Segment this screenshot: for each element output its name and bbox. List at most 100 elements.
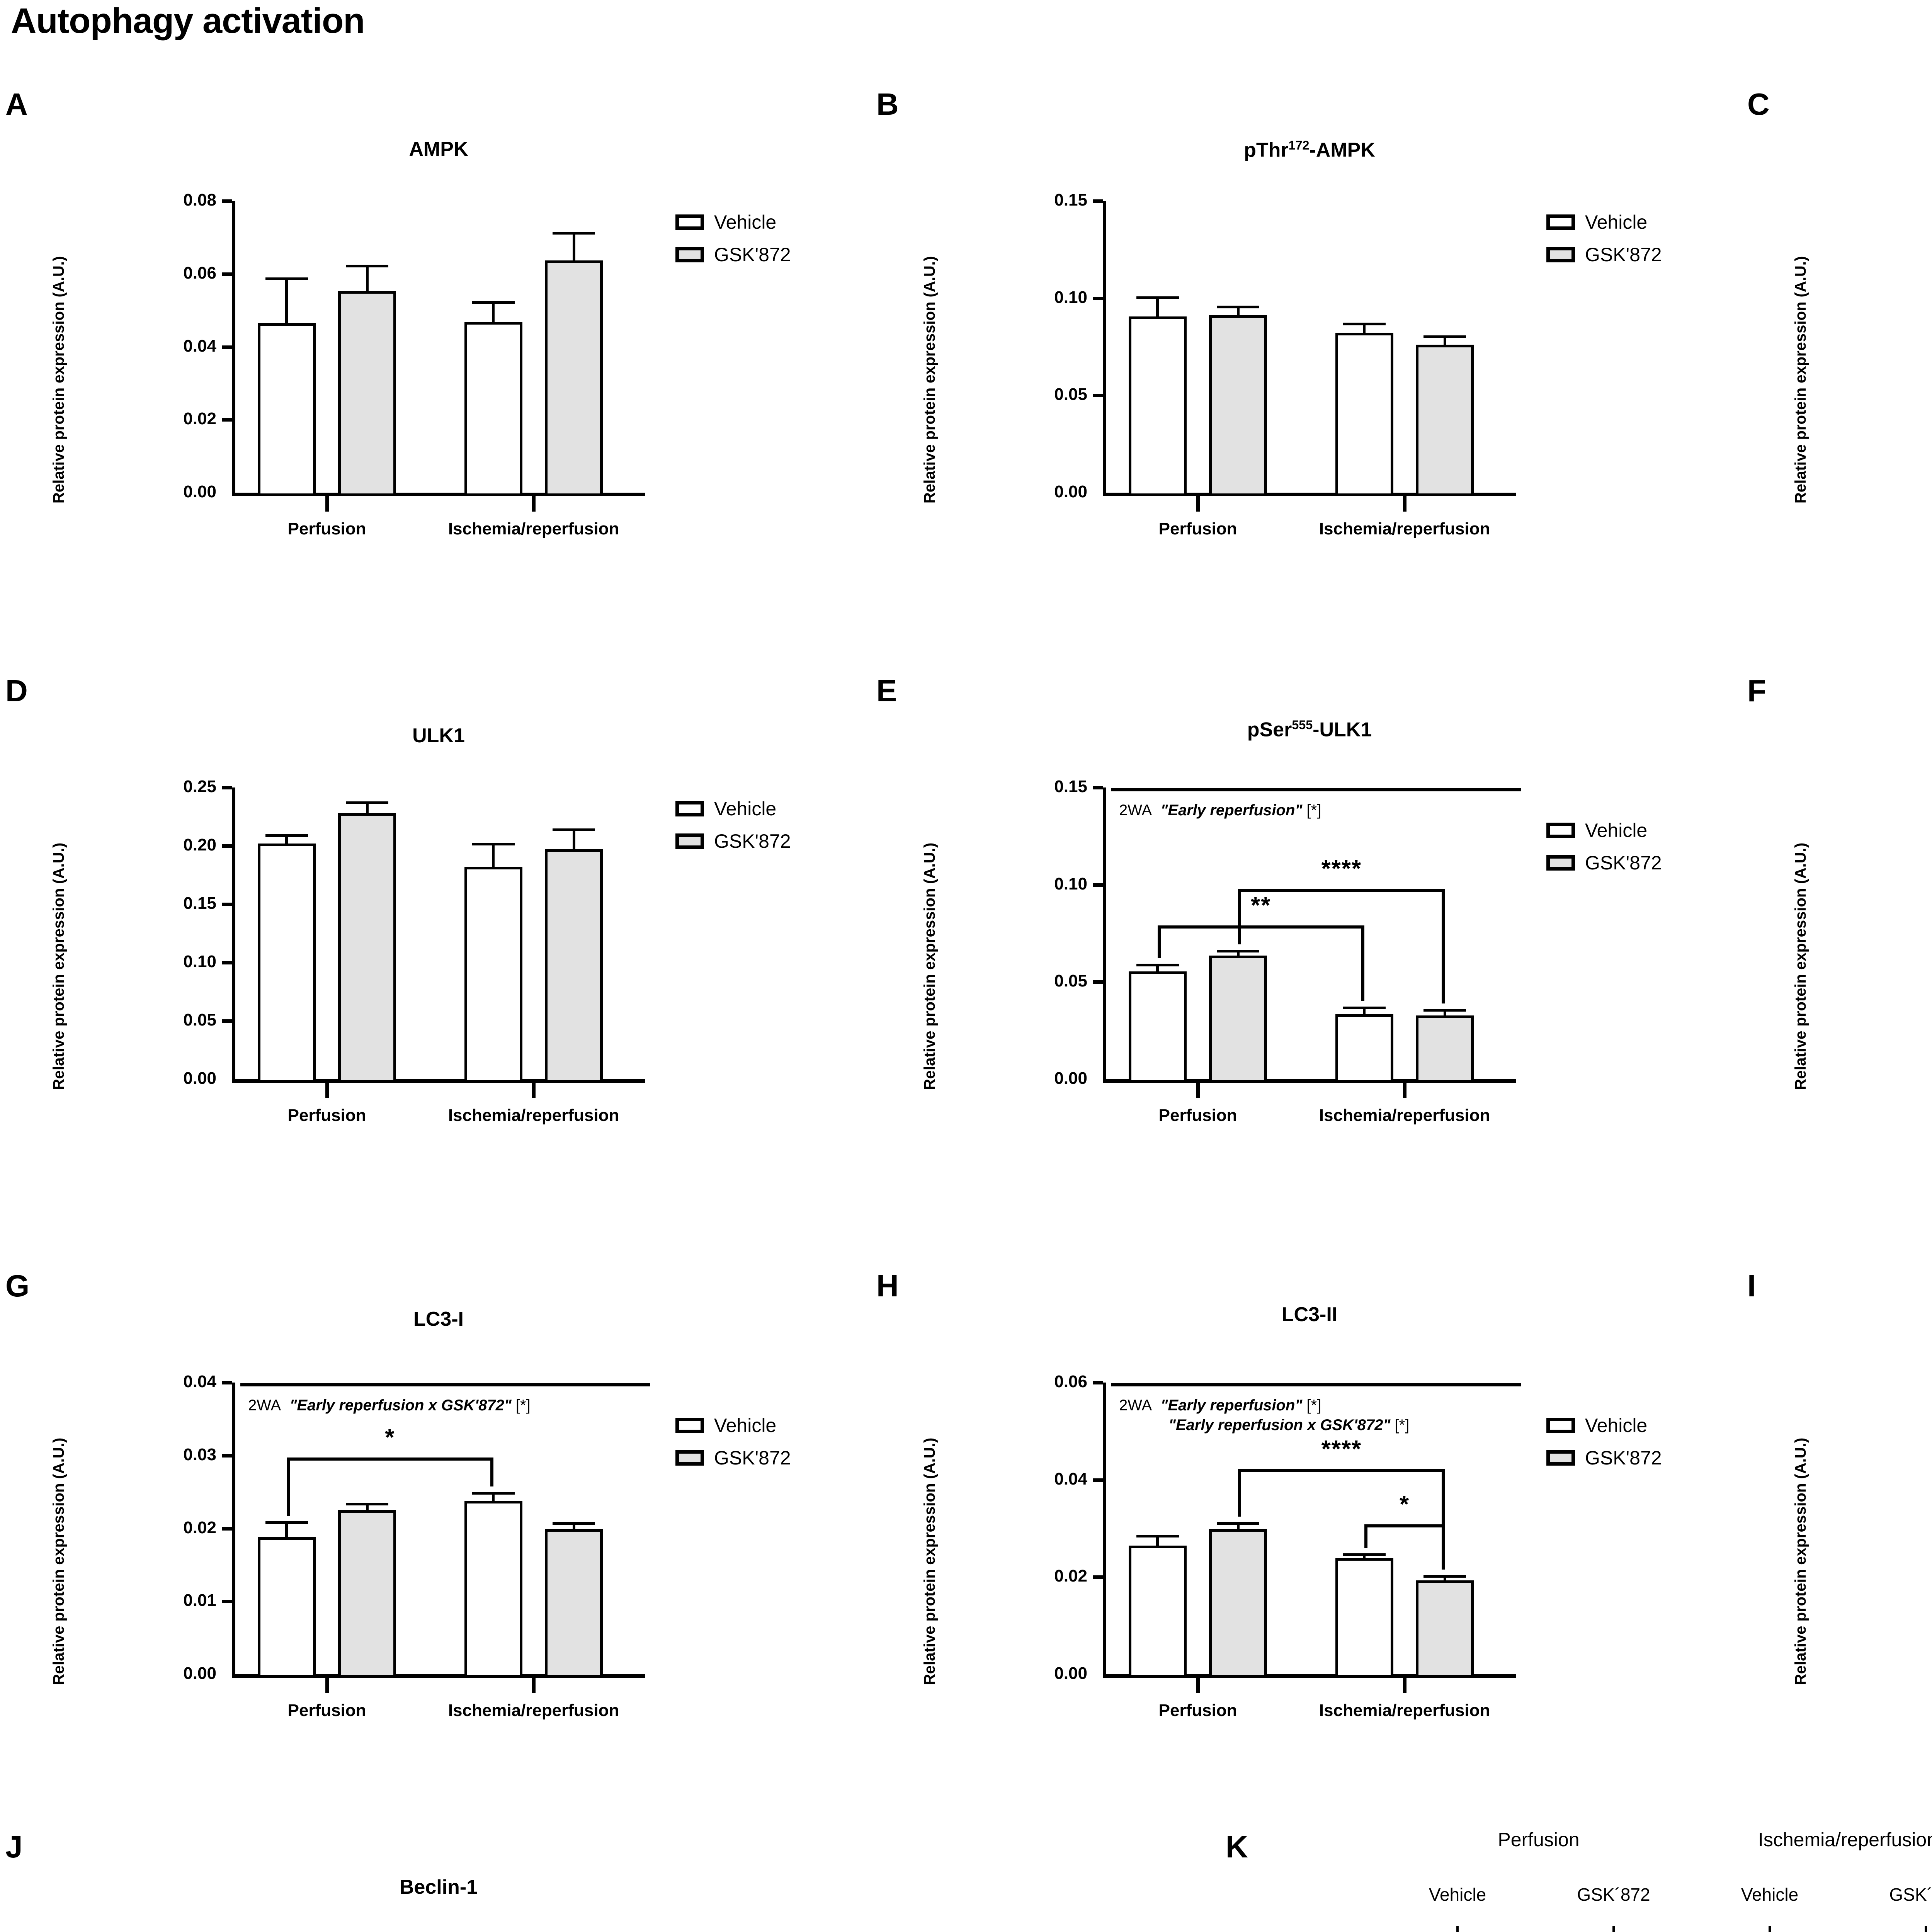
legend-label-gsk872: GSK'872 — [714, 830, 791, 852]
y-axis-line — [1103, 787, 1106, 1079]
blot-bracket-tick-center-0 — [1456, 1926, 1459, 1932]
error-bar-cap — [265, 834, 308, 837]
legend: Vehicle GSK'872 — [1546, 821, 1662, 886]
error-bar — [1423, 335, 1466, 345]
error-bar-cap — [1423, 1575, 1466, 1578]
legend: Vehicle GSK'872 — [1546, 1416, 1662, 1481]
error-bar-stem — [366, 265, 369, 291]
error-bar-cap — [265, 1521, 308, 1524]
x-tick-label: Ischemia/reperfusion — [1319, 519, 1490, 538]
legend-swatch-gsk872 — [675, 833, 704, 849]
significance-bracket-left — [1238, 1469, 1242, 1517]
stats-term: "Early reperfusion x GSK'872" — [1168, 1417, 1395, 1434]
error-bar — [346, 265, 389, 291]
legend-label-gsk872: GSK'872 — [1585, 1447, 1662, 1469]
panel-title-b: pThr172-AMPK — [1244, 138, 1375, 162]
y-axis-label: Relative protein expression (A.U.) — [50, 256, 67, 503]
error-bar-stem — [285, 277, 288, 323]
legend-item-vehicle: Vehicle — [675, 1416, 791, 1435]
significance-bracket-top — [286, 1458, 493, 1461]
panel-letter-g: G — [5, 1269, 30, 1303]
bar-vehicle-perfusion — [257, 843, 316, 1083]
panel-title-j: Beclin-1 — [399, 1876, 478, 1898]
legend-swatch-vehicle — [675, 801, 704, 816]
y-tick-label: 1 — [1811, 1568, 1932, 1585]
panel-letter-d: D — [5, 673, 28, 708]
legend: Vehicle GSK'872 — [675, 213, 791, 277]
x-tick-label: Perfusion — [287, 519, 366, 538]
panel-letter-c: C — [1747, 87, 1770, 121]
error-bar-cap — [1136, 1534, 1179, 1537]
legend-label-vehicle: Vehicle — [714, 211, 777, 233]
y-tick-label: 4 — [1811, 192, 1932, 209]
error-bar — [1343, 322, 1386, 333]
blot-group-label-ischemia: Ischemia/reperfusion — [1758, 1829, 1932, 1850]
error-bar-cap — [1136, 296, 1179, 299]
x-tick — [1403, 1678, 1407, 1693]
significance-bracket-right — [1442, 1524, 1445, 1570]
y-tick — [222, 1454, 232, 1458]
title-superscript: 555 — [1292, 718, 1313, 732]
x-tick-label: Perfusion — [1906, 520, 1932, 537]
x-tick — [532, 496, 536, 512]
error-bar — [1423, 1009, 1466, 1015]
x-tick-label: Perfusion — [1158, 1701, 1237, 1720]
y-tick — [222, 199, 232, 203]
error-bar — [1217, 950, 1260, 956]
error-bar-cap — [265, 277, 308, 281]
y-tick — [1093, 296, 1103, 300]
legend-item-gsk872: GSK'872 — [675, 245, 791, 264]
y-tick — [222, 1527, 232, 1531]
panel-letter-h: H — [876, 1269, 899, 1303]
panel-letter-b: B — [876, 87, 899, 121]
x-axis-line — [1103, 1079, 1516, 1083]
bar-gsk872-perfusion — [1209, 1529, 1267, 1678]
stats-test-label: 2WA — [1119, 1397, 1152, 1414]
y-tick-label: 0.06 — [183, 263, 216, 282]
error-bar — [553, 828, 595, 850]
error-bar-cap — [346, 1503, 389, 1506]
legend-label-vehicle: Vehicle — [1585, 211, 1648, 233]
y-tick-label: 0 — [1811, 483, 1932, 500]
bar-vehicle-ischemia — [1335, 1558, 1393, 1678]
y-tick — [222, 903, 232, 906]
y-tick-label: 0.03 — [183, 1445, 216, 1464]
y-tick-label: 0.05 — [183, 1010, 216, 1029]
stats-test-label: 2WA — [248, 1397, 281, 1414]
x-tick — [1403, 496, 1407, 512]
y-tick-label: 0.00 — [1054, 1664, 1087, 1683]
blot-sublabel-0: Vehicle — [1429, 1884, 1486, 1905]
significance-bracket-left — [1157, 925, 1161, 958]
error-bar-cap — [346, 801, 389, 804]
y-tick-label: 0.04 — [183, 1372, 216, 1391]
y-tick-label: 0.15 — [183, 894, 216, 913]
y-axis-label: Relative protein expression (A.U.) — [921, 842, 938, 1090]
legend-label-gsk872: GSK'872 — [1585, 244, 1662, 265]
panel-f: FpSer555-ULK1/ULK1 ratioRelative protein… — [1742, 675, 1932, 1240]
y-tick — [222, 272, 232, 276]
blot-container: Perfusion Ischemia/reperfusion Vehicle GSK´… — [1217, 1816, 1932, 1932]
x-tick-label: Ischemia/reperfusion — [448, 519, 619, 538]
bar-vehicle-perfusion — [257, 1537, 316, 1678]
error-bar-cap — [1217, 950, 1260, 953]
y-tick-label: 0 — [1811, 1665, 1932, 1682]
error-bar — [472, 842, 515, 867]
legend-item-gsk872: GSK'872 — [675, 1448, 791, 1468]
significance-bracket-left — [1364, 1524, 1367, 1548]
panel-title-g: LC3-I — [413, 1308, 464, 1330]
error-bar-cap — [472, 301, 515, 304]
y-tick-label: 0.00 — [1054, 482, 1087, 501]
error-bar-stem — [366, 801, 369, 813]
error-bar-cap — [553, 232, 595, 235]
y-axis-label: Relative protein expression (A.U.) — [921, 256, 938, 503]
panel-d: D ULK1 Relative protein expression (A.U.) 0… — [0, 675, 871, 1240]
error-bar-stem — [285, 834, 288, 844]
y-tick-label: 0.01 — [183, 1591, 216, 1610]
error-bar-stem — [1236, 1522, 1240, 1529]
y-tick — [222, 418, 232, 422]
error-bar-stem — [572, 1522, 575, 1529]
error-bar — [553, 232, 595, 260]
significance-bracket-right — [1442, 888, 1445, 1004]
legend-swatch-vehicle — [1546, 214, 1575, 230]
